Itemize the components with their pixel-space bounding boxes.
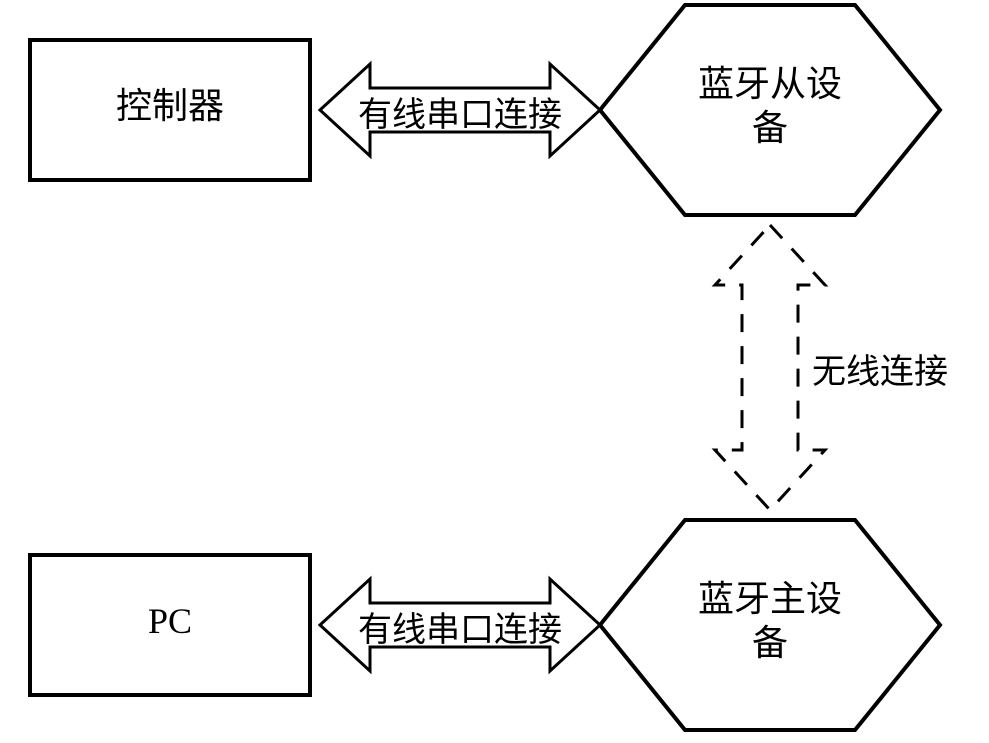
controller-label: 控制器 — [116, 86, 224, 126]
ctrl_slave-label: 有线串口连接 — [358, 96, 562, 134]
wireless-arrow — [715, 225, 825, 510]
pc-label: PC — [148, 601, 192, 641]
diagram-canvas: 有线串口连接有线串口连接无线连接控制器蓝牙从设备PC蓝牙主设备 — [0, 0, 989, 743]
wireless-label: 无线连接 — [812, 353, 948, 391]
pc_master-label: 有线串口连接 — [358, 611, 562, 649]
